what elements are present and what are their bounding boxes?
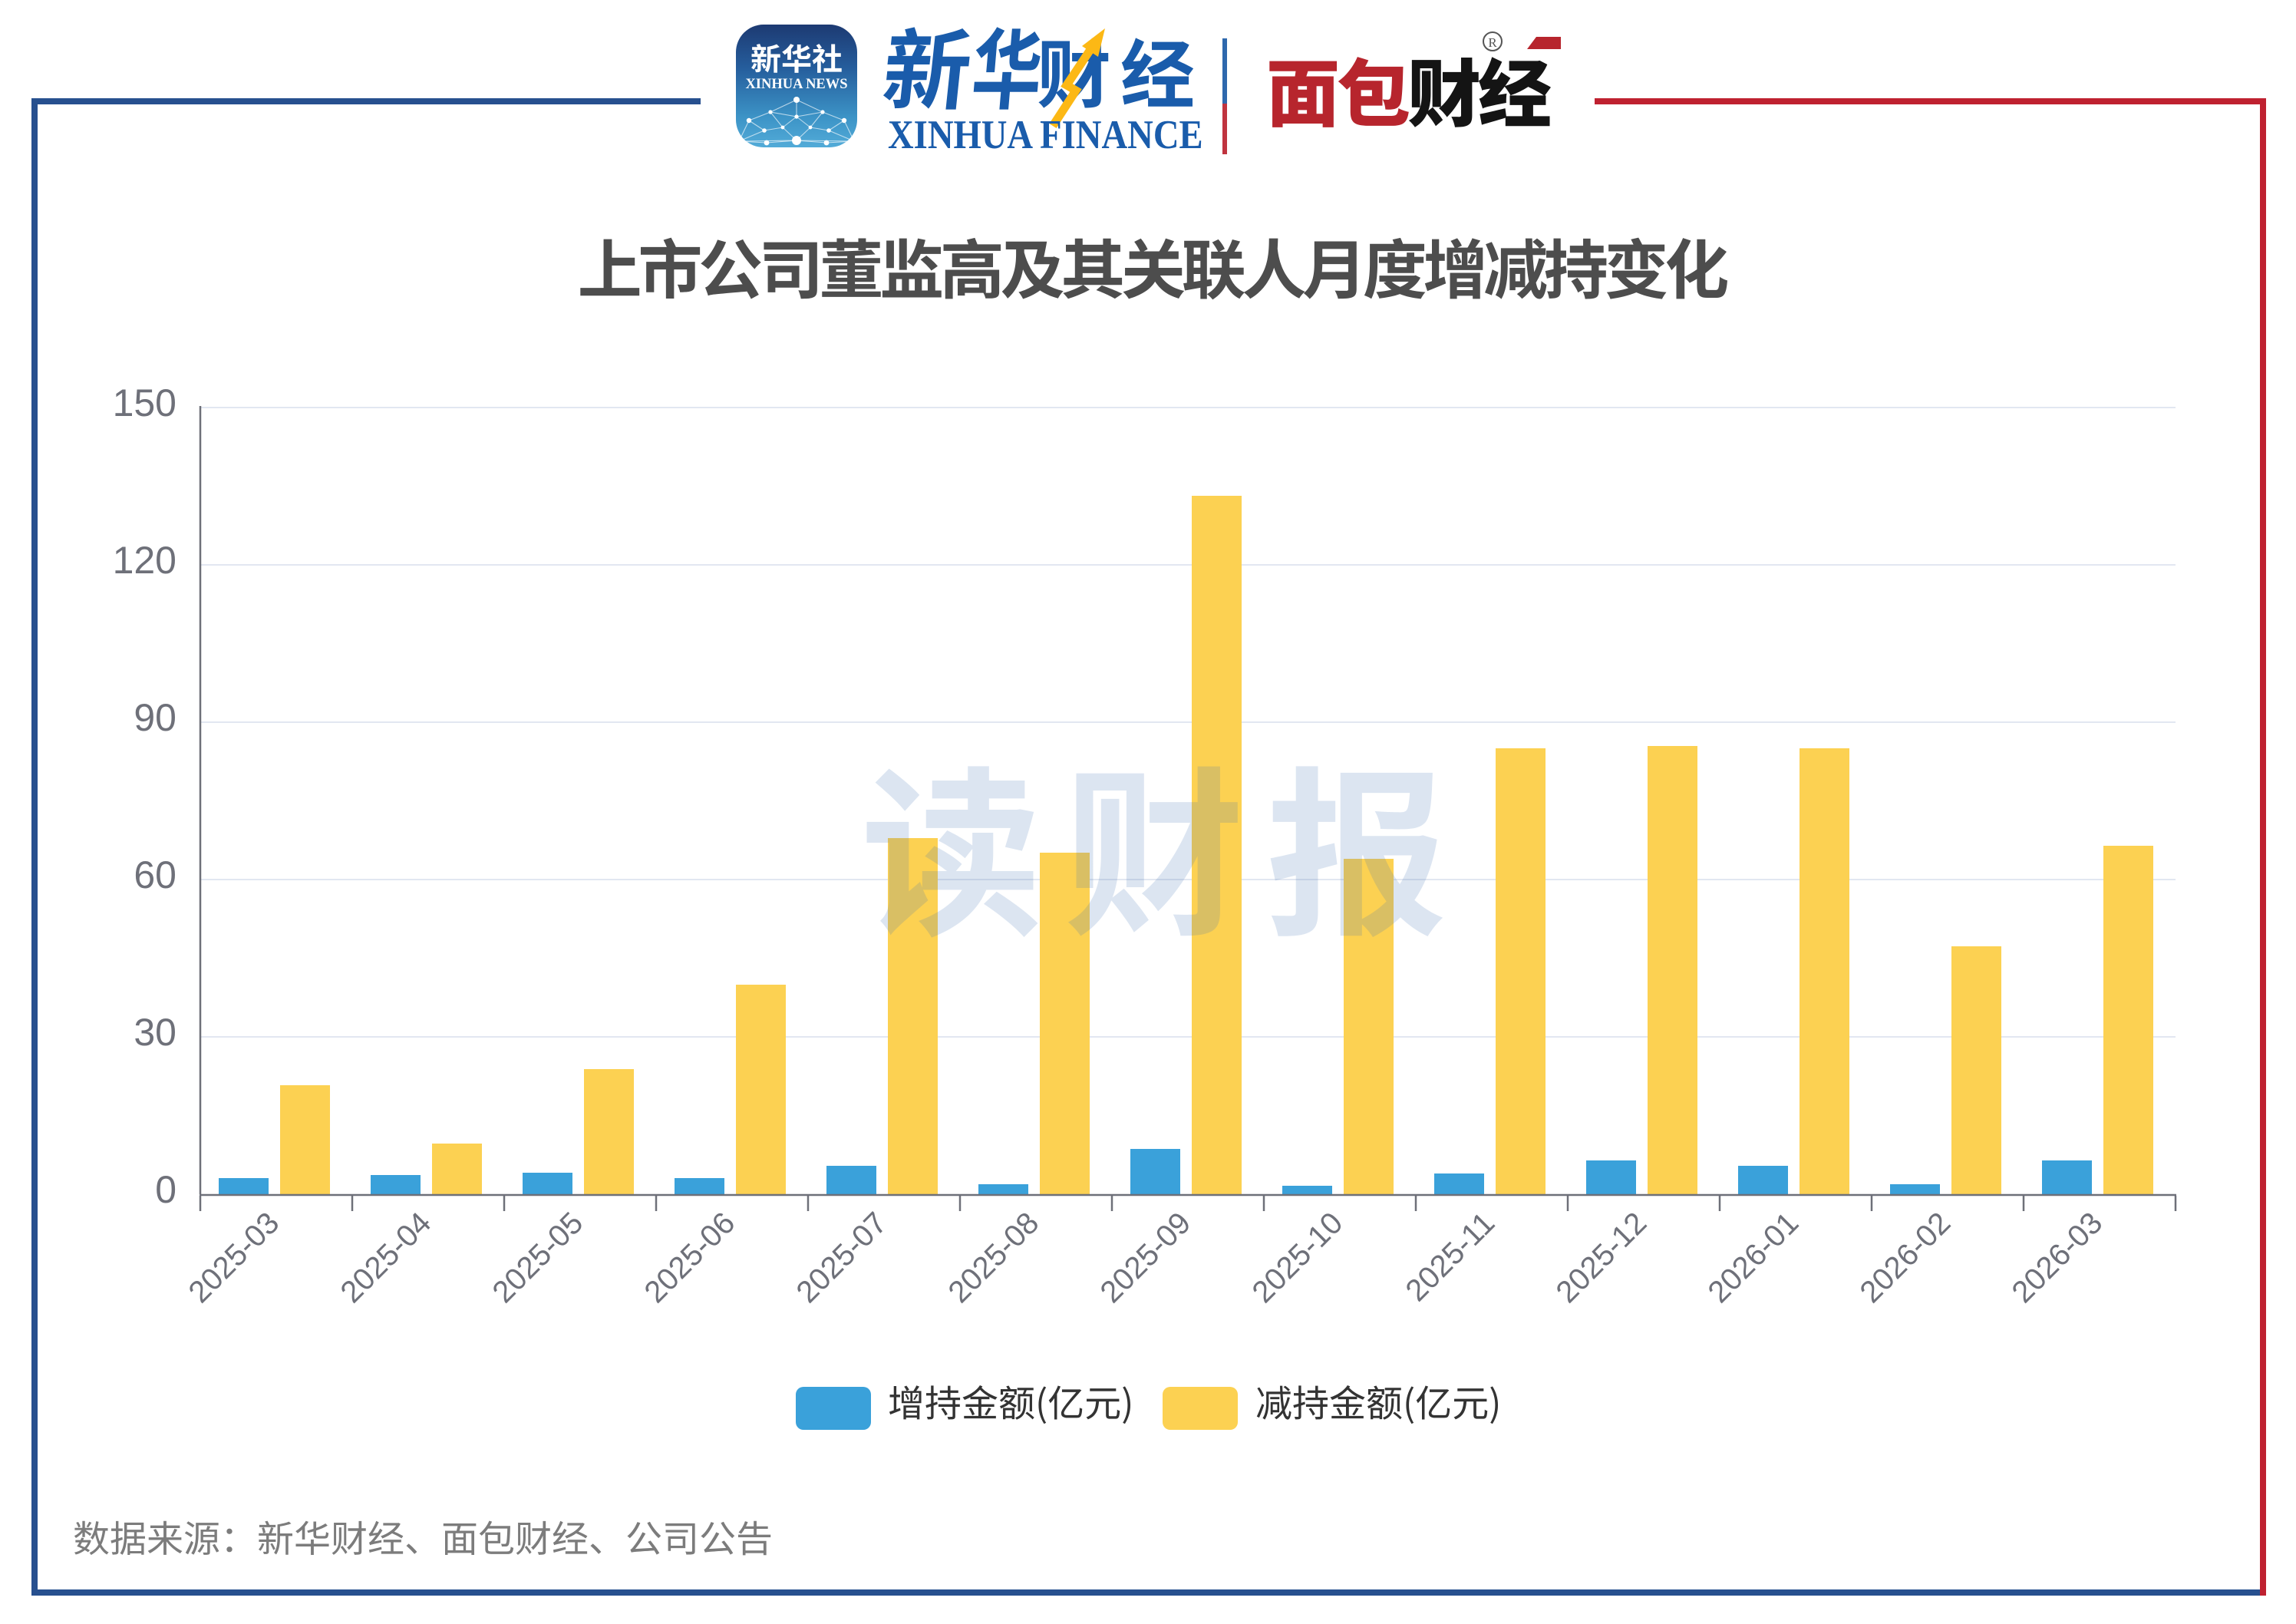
svg-text:2026-02: 2026-02 <box>1853 1206 1957 1309</box>
svg-text:2025-03: 2025-03 <box>182 1206 285 1309</box>
svg-text:R: R <box>1488 35 1497 50</box>
svg-text:30: 30 <box>134 1011 176 1054</box>
svg-text:60: 60 <box>134 853 176 896</box>
svg-text:2025-11: 2025-11 <box>1400 1206 1502 1308</box>
svg-text:2025-09: 2025-09 <box>1094 1206 1197 1309</box>
svg-text:2025-06: 2025-06 <box>638 1206 741 1309</box>
svg-text:2025-04: 2025-04 <box>334 1206 437 1309</box>
svg-text:2025-07: 2025-07 <box>790 1206 893 1309</box>
svg-text:150: 150 <box>113 381 176 424</box>
svg-text:2025-12: 2025-12 <box>1549 1206 1653 1309</box>
svg-text:120: 120 <box>113 539 176 582</box>
svg-text:XINHUA FINANCE: XINHUA FINANCE <box>888 112 1203 157</box>
svg-text:2025-08: 2025-08 <box>942 1206 1045 1309</box>
svg-text:2025-10: 2025-10 <box>1245 1206 1349 1309</box>
svg-text:2026-01: 2026-01 <box>1701 1206 1805 1309</box>
svg-text:2026-03: 2026-03 <box>2005 1206 2109 1309</box>
svg-text:XINHUA NEWS: XINHUA NEWS <box>745 77 847 92</box>
svg-text:90: 90 <box>134 696 176 739</box>
svg-text:2025-05: 2025-05 <box>486 1206 589 1309</box>
svg-text:0: 0 <box>155 1168 176 1211</box>
